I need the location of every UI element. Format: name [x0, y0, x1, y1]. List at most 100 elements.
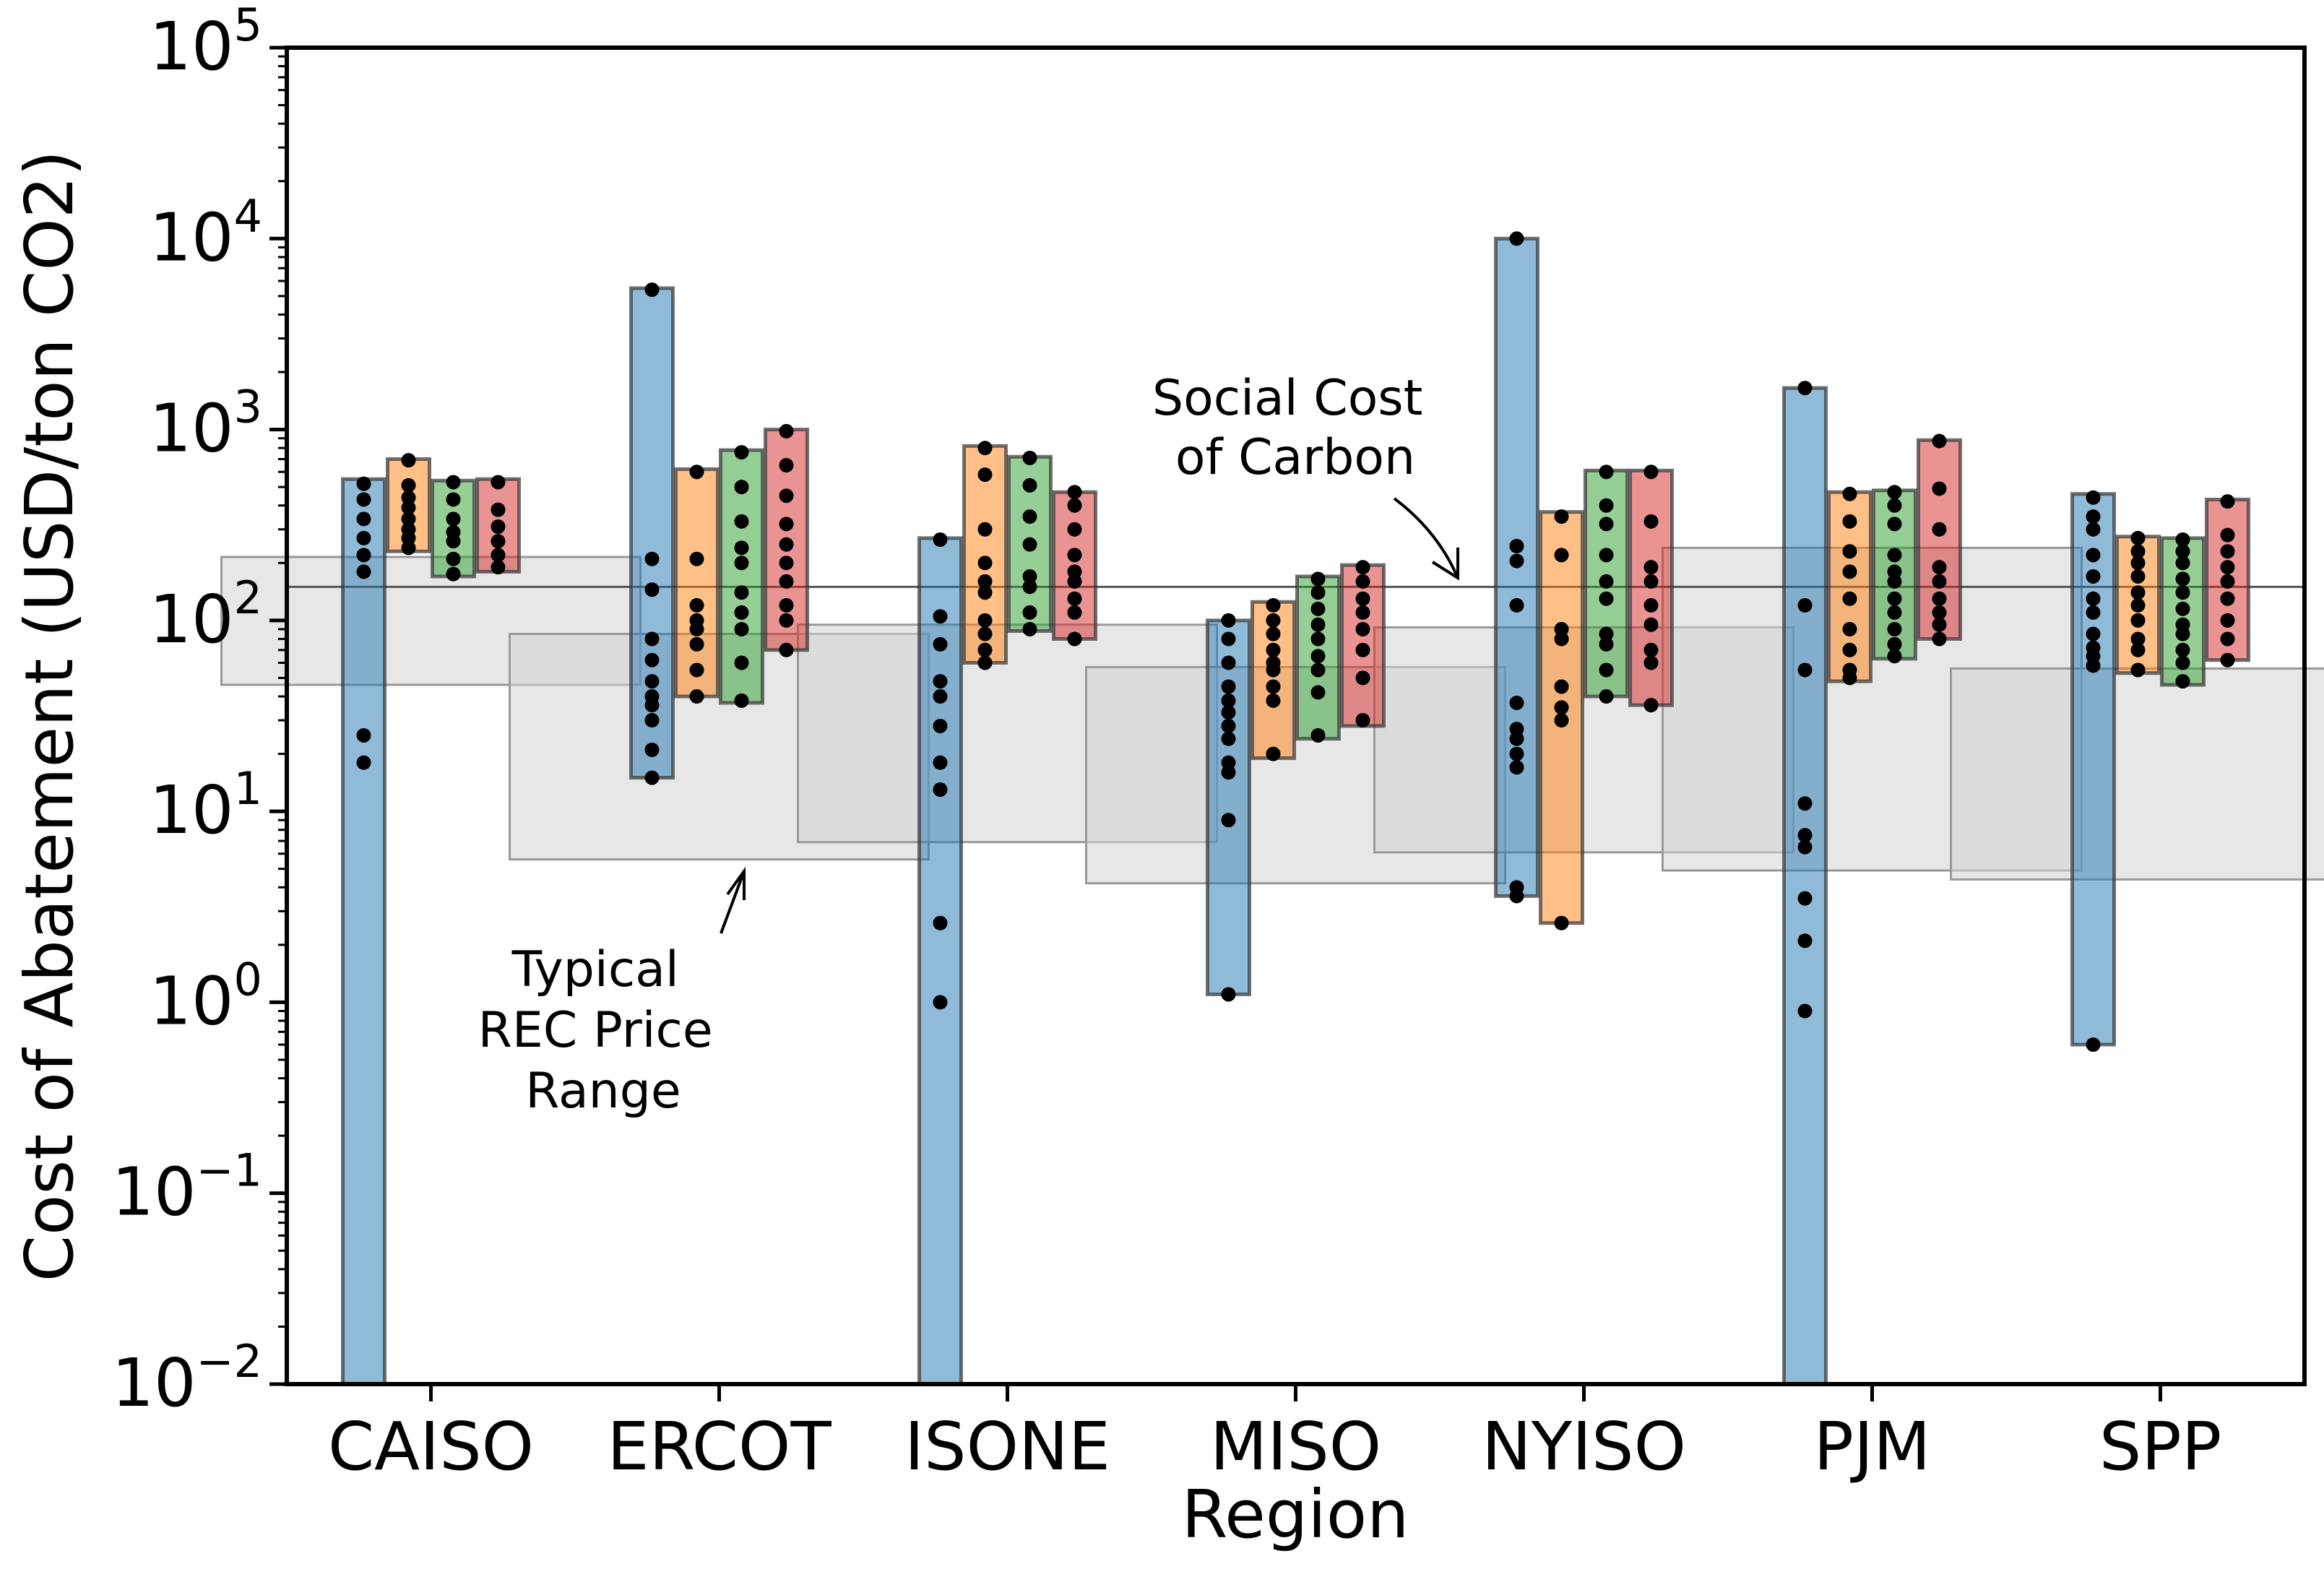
- data-point-ercot-s2-6: [689, 662, 704, 678]
- points-layer: [356, 231, 2235, 1053]
- data-point-ercot-s3-5: [734, 585, 749, 600]
- data-point-isone-s3-4: [1022, 569, 1037, 584]
- data-point-miso-s4-1: [1355, 574, 1370, 589]
- y-tick-label: 10−1: [112, 1144, 262, 1231]
- data-point-spp-s4-6: [2220, 613, 2235, 628]
- data-point-ercot-s3-8: [734, 655, 749, 670]
- data-point-ercot-s1-10: [644, 770, 660, 785]
- data-point-pjm-s3-2: [1887, 517, 1902, 532]
- data-point-spp-s4-2: [2220, 544, 2235, 559]
- data-point-ercot-s3-9: [734, 693, 749, 708]
- data-point-nyiso-s3-7: [1599, 636, 1614, 652]
- data-point-ercot-s2-7: [689, 689, 704, 704]
- data-point-nyiso-s2-0: [1554, 509, 1569, 524]
- data-point-isone-s1-7: [933, 782, 948, 798]
- svg-text:Social Cost of Carbon: Social Cost of Carbon: [1152, 370, 1438, 486]
- data-point-isone-s2-6: [977, 613, 993, 628]
- data-point-caiso-s2-3: [401, 500, 416, 515]
- data-point-isone-s1-3: [933, 674, 948, 689]
- data-point-spp-s3-4: [2175, 585, 2190, 600]
- data-point-nyiso-s4-2: [1643, 560, 1659, 575]
- data-point-isone-s2-1: [977, 467, 993, 483]
- data-point-miso-s2-6: [1266, 679, 1281, 694]
- data-point-spp-s4-4: [2220, 574, 2235, 589]
- data-point-nyiso-s1-7: [1509, 746, 1524, 761]
- y-tick-label: 105: [149, 0, 262, 85]
- y-axis-label: Cost of Abatement (USD/ton CO2): [11, 150, 88, 1282]
- x-tick-label-spp: SPP: [2099, 1408, 2221, 1485]
- x-axis-label: Region: [1182, 1476, 1409, 1553]
- data-point-spp-s3-5: [2175, 601, 2190, 616]
- range-bar-pjm-s1: [1782, 386, 1828, 1386]
- rec-annotation-arrow: [720, 866, 746, 934]
- data-point-nyiso-s3-6: [1599, 626, 1614, 641]
- svg-text:Typical REC Price: Typical REC Price Range: [478, 941, 729, 1120]
- data-point-pjm-s1-3: [1797, 796, 1813, 811]
- data-point-ercot-s1-0: [644, 282, 660, 298]
- data-point-ercot-s1-2: [644, 582, 660, 597]
- data-point-nyiso-s3-8: [1599, 662, 1614, 678]
- data-point-isone-s2-4: [977, 574, 993, 589]
- data-point-miso-s3-1: [1310, 585, 1326, 600]
- data-point-miso-s1-4: [1221, 693, 1236, 708]
- rec-annotation-line-2: REC Price: [478, 1002, 713, 1059]
- data-point-nyiso-s2-1: [1554, 548, 1569, 563]
- data-point-ercot-s2-5: [689, 636, 704, 652]
- data-point-nyiso-s3-2: [1599, 517, 1614, 532]
- data-point-spp-s2-5: [2130, 597, 2146, 613]
- data-point-pjm-s2-2: [1842, 544, 1857, 559]
- data-point-ercot-s1-4: [644, 652, 660, 667]
- data-point-spp-s3-0: [2175, 532, 2190, 547]
- data-point-isone-s4-6: [1067, 591, 1082, 606]
- data-point-isone-s1-5: [933, 718, 948, 733]
- data-point-pjm-s3-8: [1887, 621, 1902, 636]
- data-point-isone-s3-6: [1022, 605, 1037, 620]
- data-point-pjm-s4-5: [1932, 591, 1947, 606]
- data-point-ercot-s1-8: [644, 713, 660, 728]
- data-point-spp-s1-4: [2086, 569, 2101, 584]
- data-point-nyiso-s3-0: [1599, 465, 1614, 480]
- data-point-pjm-s2-8: [1842, 670, 1857, 686]
- data-point-caiso-s4-2: [491, 519, 506, 534]
- data-point-isone-s1-9: [933, 995, 948, 1010]
- data-point-miso-s1-2: [1221, 655, 1236, 670]
- data-point-miso-s3-6: [1310, 662, 1326, 678]
- data-point-isone-s2-0: [977, 441, 993, 456]
- data-point-spp-s1-5: [2086, 591, 2101, 606]
- data-point-pjm-s4-2: [1932, 522, 1947, 537]
- data-point-miso-s1-5: [1221, 705, 1236, 720]
- data-point-ercot-s3-7: [734, 621, 749, 636]
- data-point-caiso-s4-1: [491, 502, 506, 517]
- data-point-miso-s1-9: [1221, 765, 1236, 780]
- data-point-ercot-s1-1: [644, 551, 660, 566]
- data-point-isone-s3-3: [1022, 537, 1037, 552]
- data-point-caiso-s4-0: [491, 475, 506, 490]
- x-tick-label-ercot: ERCOT: [607, 1408, 831, 1485]
- data-point-ercot-s1-9: [644, 742, 660, 757]
- data-point-nyiso-s3-1: [1599, 498, 1614, 513]
- data-point-miso-s2-2: [1266, 626, 1281, 641]
- data-point-pjm-s1-7: [1797, 933, 1813, 949]
- data-point-pjm-s4-7: [1932, 617, 1947, 632]
- data-point-pjm-s3-7: [1887, 605, 1902, 620]
- data-point-spp-s3-1: [2175, 544, 2190, 559]
- data-point-spp-s4-1: [2220, 527, 2235, 543]
- data-point-pjm-s2-5: [1842, 621, 1857, 636]
- data-point-spp-s2-2: [2130, 556, 2146, 571]
- data-point-ercot-s4-4: [779, 537, 794, 552]
- data-point-caiso-s1-5: [356, 564, 371, 579]
- data-point-miso-s3-8: [1310, 727, 1326, 743]
- data-point-pjm-s3-10: [1887, 649, 1902, 664]
- data-point-miso-s2-3: [1266, 642, 1281, 657]
- data-point-pjm-s4-4: [1932, 574, 1947, 589]
- data-point-spp-s1-7: [2086, 626, 2101, 641]
- data-point-miso-s4-0: [1355, 560, 1370, 575]
- data-point-caiso-s3-1: [446, 492, 461, 507]
- data-point-isone-s2-8: [977, 642, 993, 657]
- data-point-nyiso-s4-0: [1643, 465, 1659, 480]
- data-point-pjm-s3-0: [1887, 485, 1902, 500]
- data-point-caiso-s1-4: [356, 548, 371, 563]
- data-point-spp-s1-10: [2086, 658, 2101, 673]
- data-point-caiso-s2-0: [401, 453, 416, 468]
- data-point-ercot-s3-3: [734, 540, 749, 556]
